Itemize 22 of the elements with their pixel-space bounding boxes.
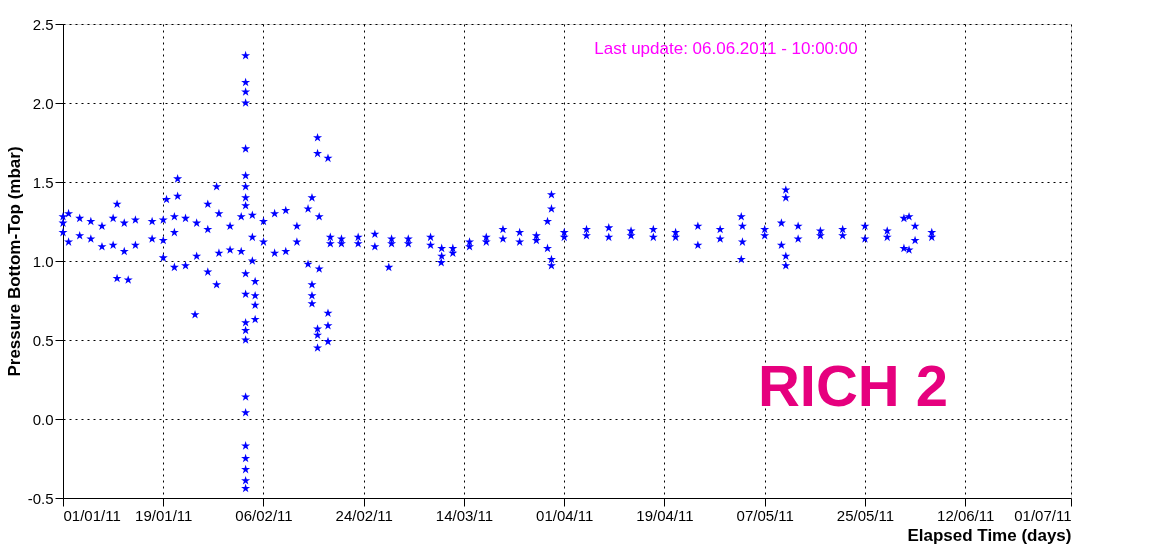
annotation: RICH 2 (757, 353, 949, 418)
annotation: Last update: 06.06.2011 - 10:00:00 (594, 39, 858, 58)
y-axis-title: Pressure Bottom-Top (mbar) (4, 146, 24, 377)
x-tick-label: 25/05/11 (836, 506, 895, 524)
x-tick-label: 14/03/11 (435, 506, 494, 524)
x-tick-label: 19/01/11 (135, 506, 193, 524)
y-tick-label: 0.5 (32, 331, 54, 349)
x-tick-label: 24/02/11 (335, 506, 393, 524)
y-tick-label: -0.5 (27, 489, 54, 507)
x-tick-label: 01/04/11 (536, 506, 594, 524)
y-tick-label: 2.0 (32, 94, 54, 112)
x-tick-label: 01/07/11 (1014, 506, 1072, 524)
y-tick-label: 1.0 (32, 252, 54, 270)
y-tick-label: 1.5 (32, 173, 54, 191)
y-tick-label: 0.0 (32, 410, 54, 428)
x-tick-label: 19/04/11 (636, 506, 694, 524)
x-tick-label: 06/02/11 (235, 506, 293, 524)
x-tick-label: 07/05/11 (736, 506, 794, 524)
x-axis-title: Elapsed Time (days) (907, 525, 1072, 545)
x-tick-label: 01/01/11 (63, 506, 121, 524)
x-tick-label: 12/06/11 (937, 506, 995, 524)
y-tick-label: 2.5 (32, 15, 54, 33)
